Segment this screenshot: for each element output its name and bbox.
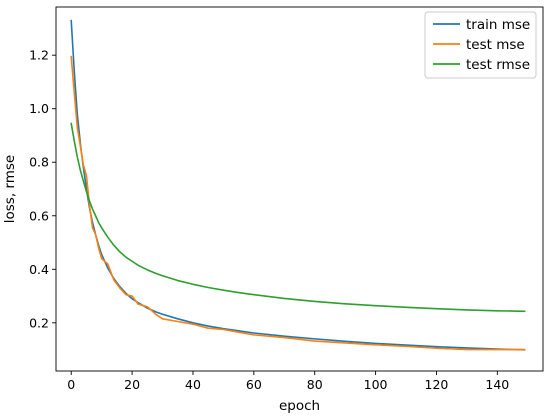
series-line-test-mse bbox=[70, 55, 526, 351]
series-layer bbox=[70, 19, 526, 351]
axes-layer: 0 20 40 60 80 100 120 140 0.2 0.4 0.6 0.8 1.0 1.2 bbox=[29, 6, 544, 392]
plot-frame bbox=[55, 6, 544, 372]
y-tick-label: 0.4 bbox=[29, 262, 49, 277]
y-tick-label: 1.2 bbox=[29, 48, 49, 63]
x-tick-label: 0 bbox=[67, 377, 75, 392]
y-tick-label: 0.2 bbox=[29, 315, 49, 330]
x-tick-label: 140 bbox=[485, 377, 509, 392]
series-line-test-rmse bbox=[70, 122, 526, 313]
y-axis-label: loss, rmse bbox=[2, 155, 18, 223]
x-tick-label: 20 bbox=[124, 377, 140, 392]
legend-label-train-mse: train mse bbox=[466, 17, 530, 33]
legend-box bbox=[424, 11, 537, 79]
x-tick-label: 100 bbox=[364, 377, 388, 392]
legend-label-test-rmse: test rmse bbox=[466, 57, 530, 73]
x-tick-label: 60 bbox=[246, 377, 262, 392]
y-tick-label: 0.8 bbox=[29, 155, 49, 170]
x-tick-label: 40 bbox=[185, 377, 201, 392]
x-axis-label: epoch bbox=[279, 398, 320, 414]
x-tick-label: 80 bbox=[307, 377, 323, 392]
x-tick-label: 120 bbox=[425, 377, 449, 392]
legend-label-test-mse: test mse bbox=[466, 37, 525, 53]
legend: train mse test mse test rmse bbox=[424, 11, 537, 79]
y-tick-label: 0.6 bbox=[29, 208, 49, 223]
y-tick-label: 1.0 bbox=[29, 101, 49, 116]
